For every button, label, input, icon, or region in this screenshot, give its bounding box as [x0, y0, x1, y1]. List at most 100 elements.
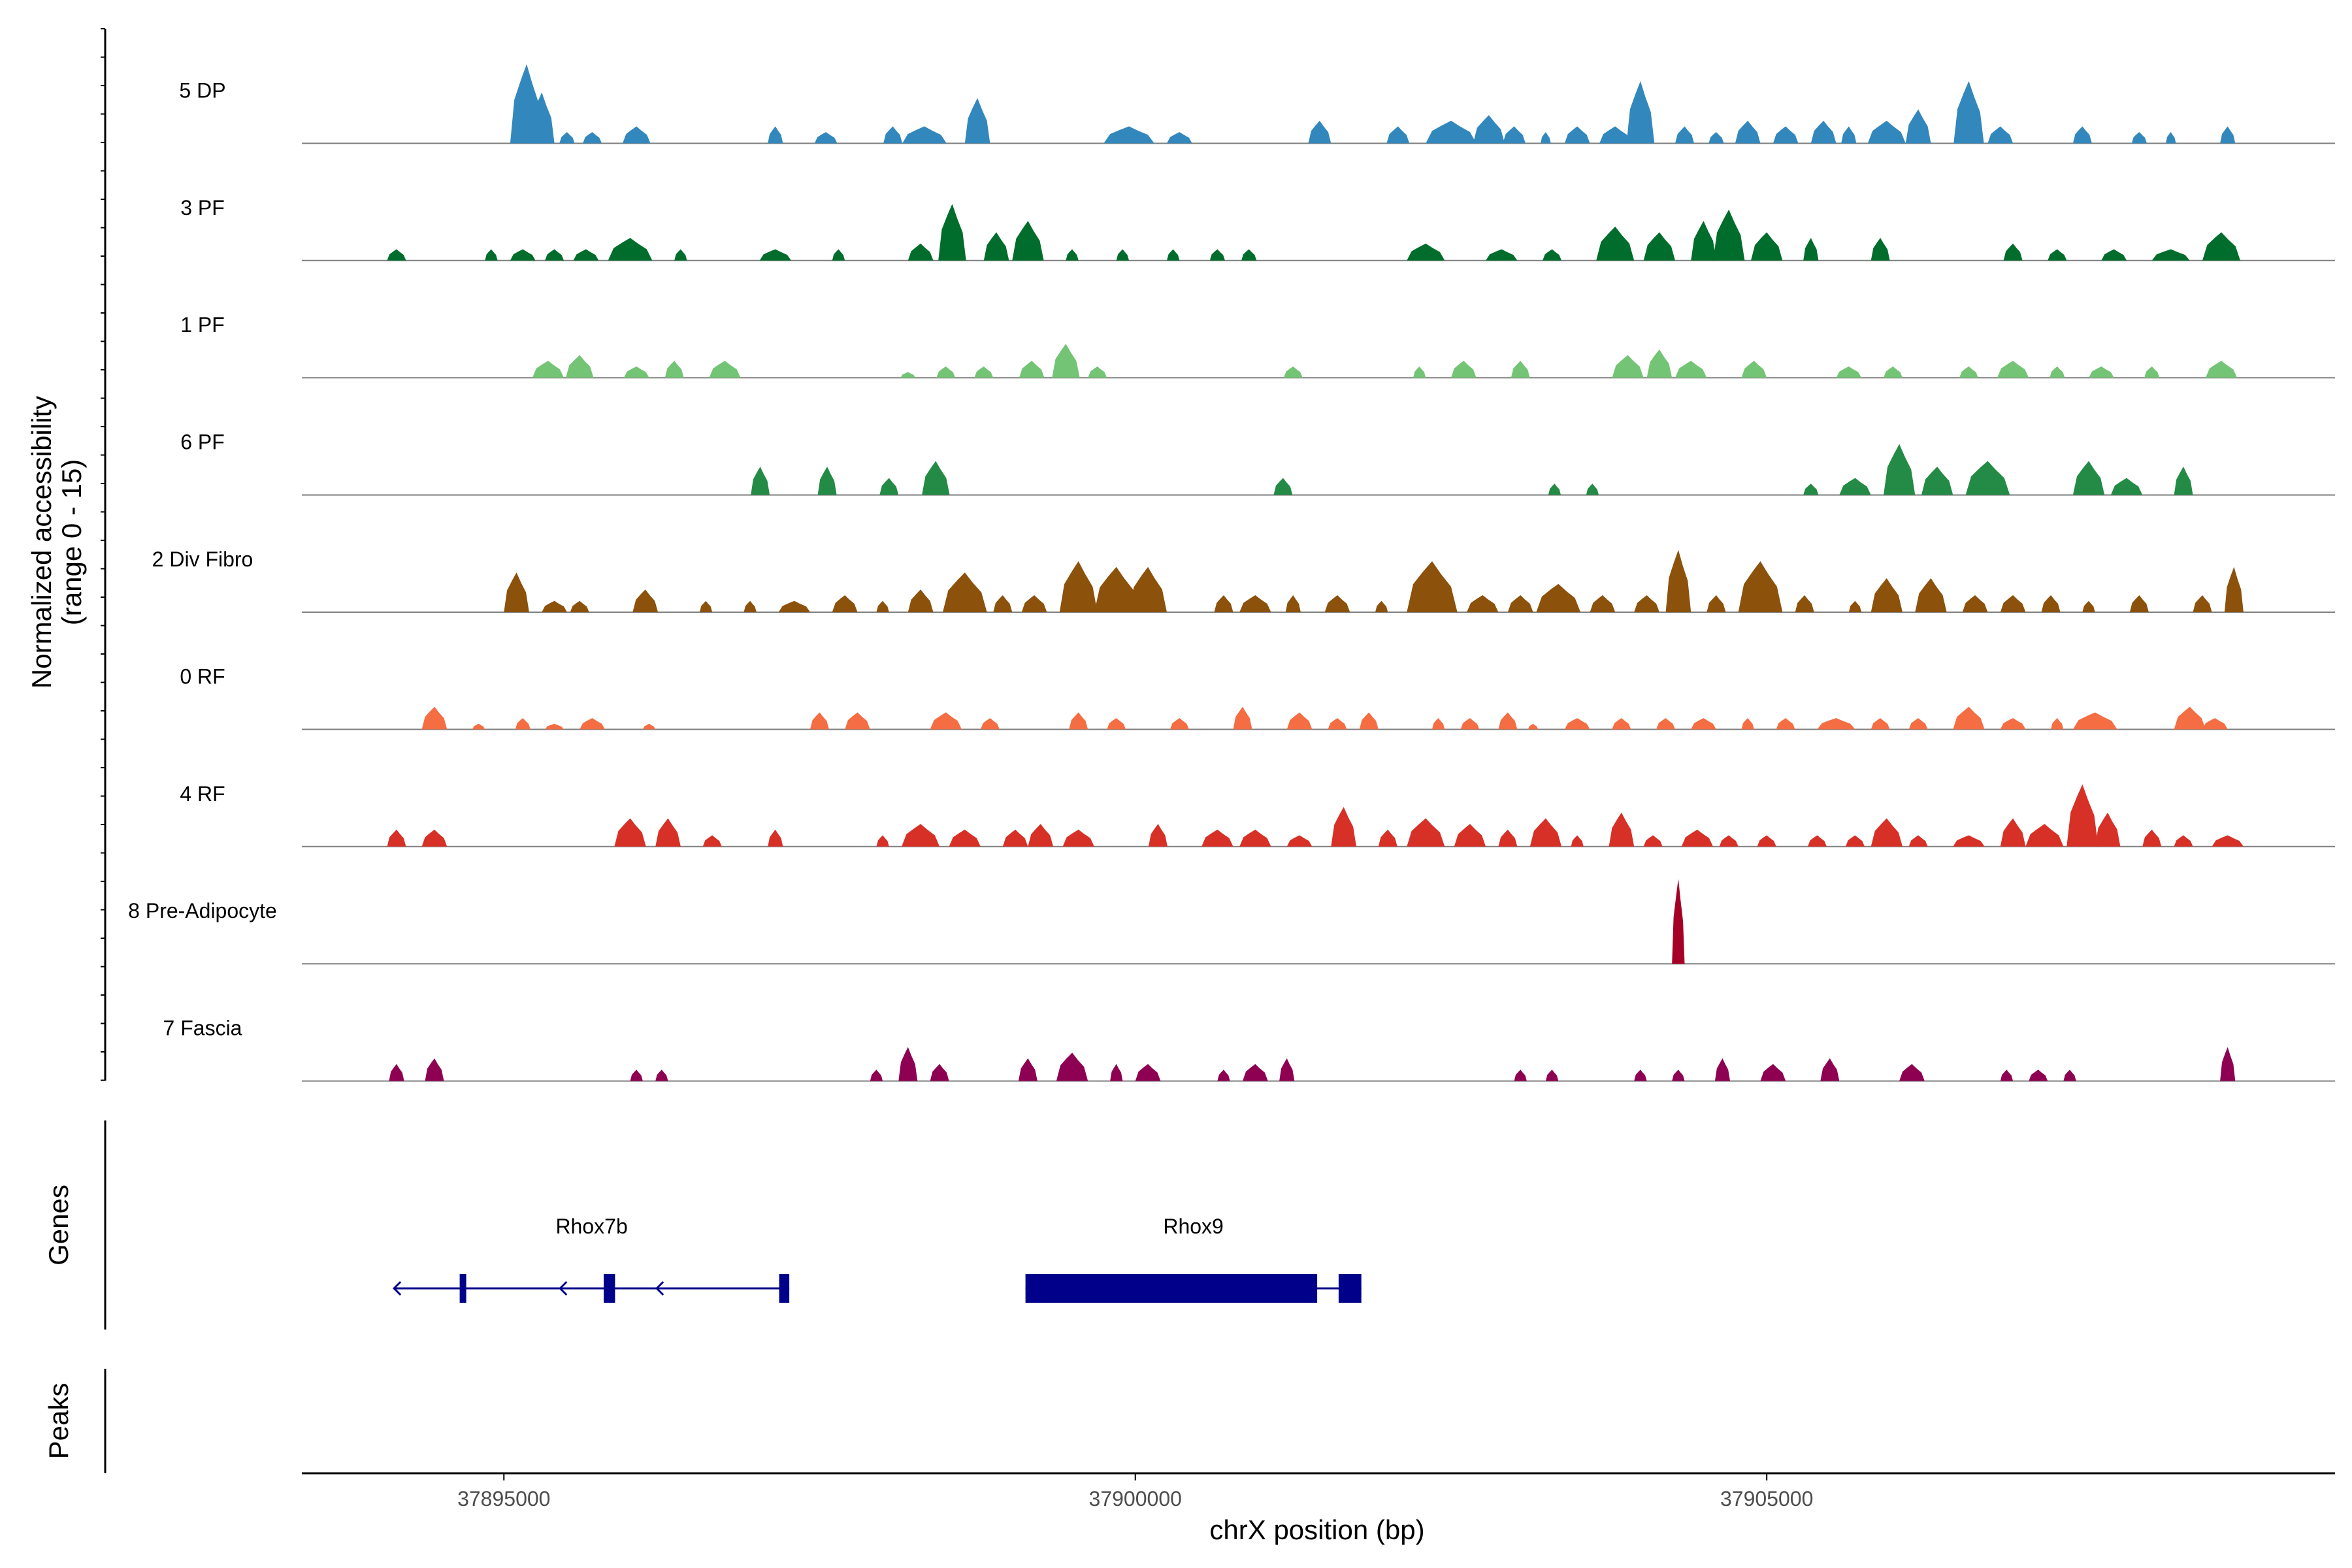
- coverage-peak: [879, 478, 899, 495]
- coverage-peak: [1217, 1070, 1230, 1081]
- coverage-peak: [709, 361, 741, 378]
- coverage-peak: [1527, 723, 1539, 730]
- track-label: 6 PF: [180, 431, 225, 454]
- coverage-peak: [529, 92, 555, 144]
- coverage-peak: [1507, 595, 1533, 612]
- track-0: 5 DP: [179, 64, 2335, 144]
- track-7: 8 Pre-Adipocyte: [128, 879, 2335, 965]
- coverage-peak: [759, 249, 791, 261]
- coverage-peak: [674, 249, 687, 261]
- coverage-peak: [2066, 784, 2099, 847]
- coverage-peak: [983, 232, 1009, 261]
- coverage-peak: [1908, 835, 1928, 847]
- coverage-peak: [515, 718, 531, 730]
- coverage-peak: [1612, 355, 1644, 378]
- coverage-peak: [1503, 126, 1526, 144]
- coverage-peak: [1643, 232, 1675, 261]
- coverage-peak: [2144, 366, 2160, 378]
- gene-exon: [1025, 1274, 1318, 1303]
- coverage-peak: [1169, 718, 1189, 730]
- coverage-peak: [1596, 226, 1635, 261]
- coverage-peak: [1273, 478, 1293, 495]
- gene-0: Rhox7b: [392, 1215, 790, 1303]
- coverage-peak: [1407, 818, 1445, 847]
- coverage-peak: [2202, 718, 2228, 730]
- coverage-peak: [421, 829, 448, 847]
- coverage-peak: [1209, 249, 1225, 261]
- coverage-peak: [1586, 483, 1599, 495]
- coverage-peak: [2220, 126, 2236, 144]
- coverage-peak: [1959, 366, 1978, 378]
- coverage-peak: [1536, 583, 1581, 612]
- coverage-peak: [387, 829, 406, 847]
- coverage-peak: [2050, 366, 2065, 378]
- coverage-peak: [545, 249, 564, 261]
- coverage-peak: [559, 132, 575, 144]
- coverage-peak: [2082, 600, 2095, 612]
- coverage-peak: [1239, 595, 1271, 612]
- gene-exon: [604, 1274, 615, 1303]
- coverage-peak: [583, 132, 602, 144]
- coverage-peak: [902, 824, 940, 847]
- coverage-peak: [387, 249, 406, 261]
- track-label: 5 DP: [179, 78, 225, 102]
- coverage-peak: [751, 466, 770, 495]
- coverage-peak: [1675, 361, 1707, 378]
- peaks-panel: Peaks: [43, 1369, 106, 1473]
- coverage-peak: [1283, 366, 1303, 378]
- coverage-peak: [930, 1064, 949, 1081]
- coverage-peak: [614, 818, 646, 847]
- coverage-peak: [2129, 595, 2149, 612]
- coverage-peak: [876, 600, 889, 612]
- coverage-peak: [2000, 595, 2026, 612]
- coverage-peak: [1905, 109, 1931, 144]
- coverage-peak: [655, 1070, 668, 1081]
- coverage-peak: [930, 712, 962, 730]
- coverage-peak: [1646, 349, 1673, 378]
- coverage-peak: [1467, 595, 1499, 612]
- coverage-peak: [1062, 829, 1094, 847]
- coverage-peak: [1201, 829, 1233, 847]
- coverage-peak: [1116, 249, 1130, 261]
- gene-1: Rhox9: [1025, 1215, 1362, 1303]
- x-tick-label: 37905000: [1720, 1487, 1813, 1511]
- coverage-peak: [2048, 249, 2067, 261]
- coverage-peak: [1808, 835, 1827, 847]
- coverage-peak: [1571, 835, 1584, 847]
- coverage-peak: [1899, 1064, 1925, 1081]
- coverage-peak: [532, 361, 564, 378]
- coverage-peak: [876, 835, 889, 847]
- coverage-peak: [2212, 835, 2244, 847]
- coverage-peak: [1107, 718, 1126, 730]
- coverage-peak: [2029, 1070, 2048, 1081]
- coverage-peak: [870, 1070, 883, 1081]
- track-3: 6 PF: [180, 431, 2335, 496]
- coverage-peak: [1810, 120, 1837, 144]
- y-axis-title-line2: (range 0 - 15): [56, 459, 87, 625]
- coverage-peak: [768, 126, 783, 144]
- coverage-peak: [1279, 1058, 1295, 1081]
- coverage-peak: [1987, 126, 2014, 144]
- coverage-peak: [1803, 238, 1819, 261]
- coverage-peak: [2174, 466, 2193, 495]
- coverage-peak: [1908, 718, 1928, 730]
- strand-arrow: [655, 1281, 664, 1296]
- coverage-peak: [1103, 126, 1154, 144]
- coverage-peak: [485, 249, 498, 261]
- x-axis-ticks: 37895000 37900000 37905000: [457, 1473, 1813, 1511]
- coverage-peak: [1707, 595, 1726, 612]
- coverage-peak: [1953, 81, 1984, 144]
- gene-exon: [1338, 1274, 1362, 1303]
- coverage-peak: [993, 595, 1013, 612]
- coverage-peak: [1426, 120, 1477, 144]
- coverage-peak: [510, 249, 536, 261]
- coverage-peak: [1953, 706, 1985, 730]
- coverage-peak: [1052, 344, 1080, 378]
- coverage-peak: [2131, 132, 2147, 144]
- coverage-peak: [2142, 829, 2162, 847]
- coverage-peak: [2000, 818, 2026, 847]
- coverage-peak: [1870, 238, 1890, 261]
- coverage-y-axis-ticks: [101, 28, 105, 1081]
- coverage-peak: [817, 466, 837, 495]
- track-1: 3 PF: [180, 196, 2335, 261]
